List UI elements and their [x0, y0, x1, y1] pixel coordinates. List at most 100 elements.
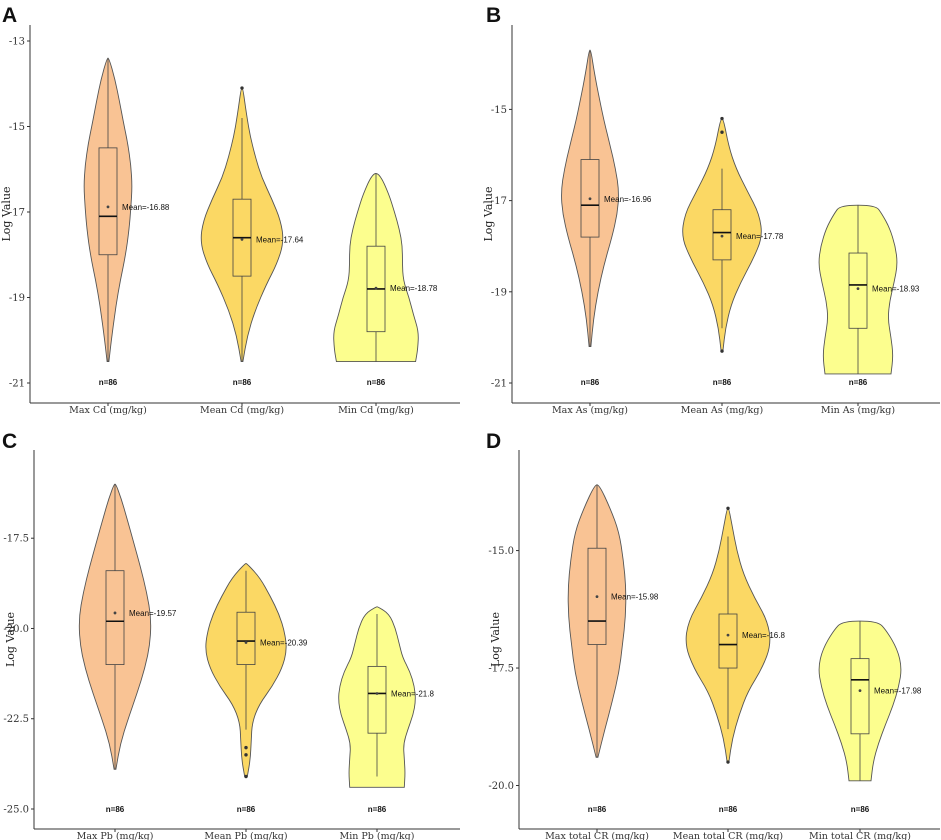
violin-series: Mean=-16.96 n=86	[561, 49, 652, 387]
panel-letter: A	[2, 4, 17, 27]
violin-series: Mean=-16.8 n=86	[685, 506, 785, 814]
mean-point	[375, 692, 379, 695]
y-tick-label: -19	[491, 287, 507, 298]
mean-point	[720, 234, 724, 238]
mean-label: Mean=-17.78	[736, 232, 784, 241]
mean-point	[726, 633, 730, 637]
n-label: n=86	[367, 378, 386, 387]
panel-a: A Log Value -13 -15 -17 -19 -21 Mean=-16.88 n=86…	[0, 4, 460, 416]
box-iqr	[850, 658, 870, 735]
outlier-point	[720, 349, 724, 353]
y-axis-title: Log Value	[482, 186, 495, 241]
panel-b: B Log Value -15 -17 -19 -21 Mean=-16.96 n=86 Max…	[482, 4, 940, 416]
y-tick-label: -22.5	[3, 714, 29, 725]
mean-point	[113, 611, 117, 615]
y-tick-label: -15	[9, 122, 25, 133]
violin-shape	[83, 57, 133, 363]
mean-point	[374, 286, 378, 290]
mean-label: Mean=-20.39	[260, 639, 308, 648]
n-label: n=86	[588, 805, 607, 814]
mean-label: Mean=-16.88	[122, 203, 170, 212]
violin-shape	[200, 87, 284, 363]
y-tick-label: -19	[9, 293, 25, 304]
n-label: n=86	[106, 805, 125, 814]
x-tick-label: Min total CR (mg/kg)	[809, 831, 911, 840]
violin-series: Mean=-17.78 n=86	[682, 116, 784, 387]
x-tick-label: Min Pb (mg/kg)	[340, 831, 415, 840]
y-tick-label: -17.5	[488, 664, 514, 675]
outlier-point	[726, 506, 730, 510]
n-label: n=86	[849, 378, 868, 387]
outlier-point	[720, 130, 724, 134]
mean-label: Mean=-16.96	[604, 195, 652, 204]
violin-series: Mean=-17.64 n=86	[200, 86, 304, 387]
y-tick-label: -17.5	[3, 534, 29, 545]
violin-series: Mean=-18.78 n=86	[333, 173, 438, 387]
n-label: n=86	[99, 378, 118, 387]
y-tick-label: -21	[9, 379, 25, 390]
box-iqr	[105, 570, 125, 665]
violin-series: Mean=-18.93 n=86	[818, 204, 920, 387]
y-axis-title: Log Value	[4, 612, 17, 667]
panel-letter: B	[486, 4, 501, 27]
box-iqr	[712, 209, 732, 261]
box-iqr	[587, 547, 607, 645]
mean-point	[856, 287, 860, 291]
outlier-point	[726, 760, 730, 764]
mean-point	[244, 641, 248, 644]
violin-series: Mean=-16.88 n=86	[83, 57, 170, 387]
mean-label: Mean=-18.93	[872, 285, 920, 294]
n-label: n=86	[713, 378, 732, 387]
y-axis-title: Log Value	[489, 612, 502, 667]
x-tick-label: Mean Cd (mg/kg)	[200, 405, 284, 416]
mean-label: Mean=-16.8	[742, 631, 785, 640]
box-iqr	[718, 613, 738, 669]
y-tick-label: -17	[9, 208, 25, 219]
y-tick-label: -15.0	[488, 546, 514, 557]
violin-series: Mean=-19.57 n=86	[78, 483, 177, 814]
box-iqr	[848, 252, 868, 329]
violin-shape	[333, 173, 419, 363]
mean-point	[858, 689, 862, 692]
y-tick-label: -20.0	[3, 624, 29, 635]
y-axis-title: Log Value	[0, 186, 13, 241]
y-tick-label: -17	[491, 196, 507, 207]
x-tick-label: Mean As (mg/kg)	[681, 405, 763, 416]
violin-series: Mean=-15.98 n=86	[567, 484, 659, 814]
violin-shape	[78, 483, 152, 770]
mean-label: Mean=-19.57	[129, 609, 177, 618]
mean-label: Mean=-18.78	[390, 284, 438, 293]
x-tick-label: Min Cd (mg/kg)	[338, 405, 414, 416]
n-label: n=86	[851, 805, 870, 814]
mean-label: Mean=-17.98	[874, 687, 922, 696]
box-iqr	[580, 159, 600, 238]
violin-series: Mean=-20.39 n=86	[205, 563, 308, 814]
box-iqr	[236, 611, 256, 665]
mean-label: Mean=-15.98	[611, 593, 659, 602]
x-tick-label: Max total CR (mg/kg)	[545, 831, 649, 840]
y-tick-label: -13	[9, 37, 25, 48]
box-iqr	[98, 147, 118, 256]
y-tick-label: -20.0	[488, 781, 514, 792]
x-tick-label: Mean total CR (mg/kg)	[673, 831, 783, 840]
y-tick-label: -25.0	[3, 805, 29, 816]
y-tick-label: -21	[491, 379, 507, 390]
mean-point	[588, 197, 592, 201]
violin-shape	[818, 620, 902, 782]
n-label: n=86	[581, 378, 600, 387]
mean-point	[240, 237, 244, 241]
outlier-point	[720, 116, 724, 121]
panel-letter: C	[2, 430, 17, 453]
n-label: n=86	[368, 805, 387, 814]
outlier-point	[244, 745, 248, 750]
box-iqr	[367, 665, 387, 734]
panel-d: D Log Value -15.0 -17.5 -20.0 Mean=-15.98 n=86…	[486, 430, 940, 840]
x-tick-label: Max Pb (mg/kg)	[77, 831, 154, 840]
x-tick-label: Max As (mg/kg)	[552, 405, 628, 416]
x-tick-label: Max Cd (mg/kg)	[69, 405, 147, 416]
outlier-point	[244, 753, 248, 757]
outlier-point	[244, 774, 248, 779]
n-label: n=86	[233, 378, 252, 387]
n-label: n=86	[237, 805, 256, 814]
mean-label: Mean=-21.8	[391, 689, 434, 698]
